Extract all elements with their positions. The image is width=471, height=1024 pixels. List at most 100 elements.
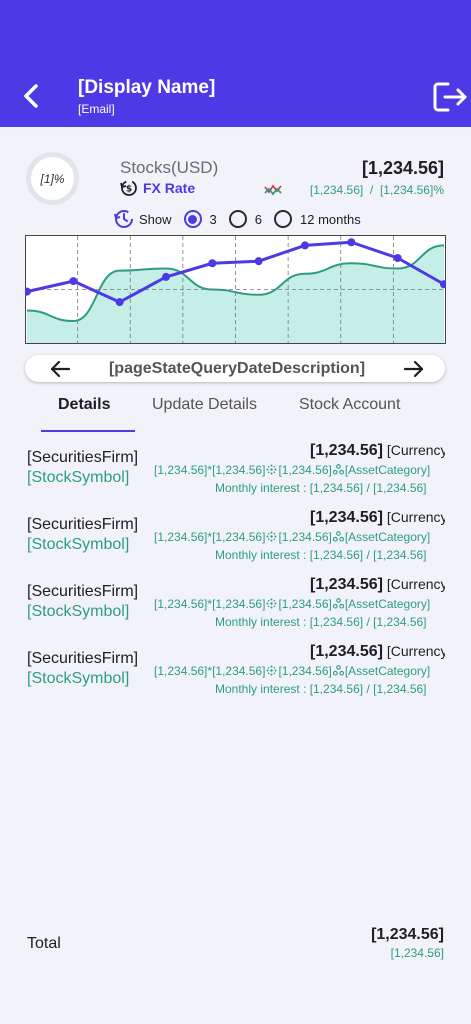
arrow-left-icon[interactable] [49, 360, 71, 378]
holding-qty: [1,234.56] [154, 664, 208, 678]
series-1-point [440, 280, 446, 289]
holding-price: [1,234.56] [212, 530, 266, 544]
detail-line: [1,234.56]*[1,234.56] [1,234.56] [AssetCat… [154, 597, 445, 611]
holding-row[interactable]: [SecuritiesFirm] [StockSymbol] [1,234.56] … [0, 641, 471, 703]
detail-line: [1,234.56]*[1,234.56] [1,234.56] [AssetCat… [154, 530, 445, 544]
interest-a: [1,234.56] [309, 481, 364, 495]
show-label: Show [139, 211, 172, 227]
option-3-label: 3 [209, 211, 217, 227]
holding-amount: [1,234.56] [310, 643, 383, 660]
radio-12-months[interactable] [274, 210, 292, 228]
tab-details[interactable]: Details [58, 396, 111, 413]
asset-category: [AssetCategory] [344, 597, 431, 611]
holding-cost: [1,234.56] [278, 530, 332, 544]
asset-category: [AssetCategory] [344, 664, 431, 678]
holding-currency: [Currency] [386, 442, 445, 458]
amount-line: [1,234.56] [Currency] [300, 576, 445, 594]
holding-qty: [1,234.56] [154, 530, 208, 544]
holding-price: [1,234.56] [212, 463, 266, 477]
arrow-right-icon[interactable] [403, 360, 425, 378]
interest-line: Monthly interest : [1,234.56] / [1,234.5… [215, 682, 445, 696]
user-email: [Email] [78, 102, 115, 116]
amount-line: [1,234.56] [Currency] [300, 643, 445, 661]
display-name: [Display Name] [78, 77, 216, 98]
securities-firm: [SecuritiesFirm] [27, 583, 139, 600]
holding-cost: [1,234.56] [278, 664, 332, 678]
stocks-title: Stocks(USD) [120, 158, 219, 177]
interest-label: Monthly interest : [215, 481, 307, 495]
logout-icon[interactable] [432, 80, 468, 114]
app-header: [Display Name] [Email] [0, 0, 471, 127]
times-sign: * [207, 664, 213, 678]
series-1-point [301, 241, 309, 250]
stock-symbol: [StockSymbol] [27, 469, 130, 486]
times-sign: * [207, 597, 213, 611]
total-sum: [1,234.56] [371, 926, 444, 943]
currency-exchange-icon[interactable]: $ [119, 178, 139, 198]
interest-a: [1,234.56] [309, 548, 364, 562]
stocks-total-value: [1,234.56] [361, 158, 444, 178]
holding-currency: [Currency] [386, 509, 445, 525]
holding-qty: [1,234.56] [154, 463, 208, 477]
times-sign: * [207, 530, 213, 544]
category-icon [332, 531, 344, 542]
grid-dots-icon [266, 531, 277, 542]
grid-dots-icon [266, 665, 277, 676]
series-1-point [393, 254, 402, 262]
interest-b: [1,234.56] [373, 548, 427, 562]
grid-dots-icon [266, 598, 277, 609]
interest-line: Monthly interest : [1,234.56] / [1,234.5… [215, 548, 445, 562]
chevron-left-icon[interactable] [16, 80, 48, 112]
radio-3-months[interactable] [183, 210, 202, 228]
holding-amount: [1,234.56] [310, 442, 383, 459]
series-1-point [347, 238, 356, 247]
fx-rate-link[interactable]: FX Rate [143, 180, 196, 196]
tab-update-details[interactable]: Update Details [152, 396, 257, 413]
holding-currency: [Currency] [386, 643, 445, 659]
holding-cost: [1,234.56] [278, 463, 332, 477]
interest-label: Monthly interest : [215, 615, 307, 629]
series-2-line [26, 244, 445, 323]
series-1-line [26, 240, 445, 304]
asset-category: [AssetCategory] [344, 463, 431, 477]
stock-chart [25, 235, 446, 344]
series-1-point [69, 277, 78, 286]
grid-dots-icon [266, 464, 277, 475]
securities-firm: [SecuritiesFirm] [27, 449, 139, 466]
interest-separator: / [366, 682, 370, 696]
svg-text:$: $ [126, 185, 132, 195]
series-1-point [25, 287, 31, 296]
detail-line: [1,234.56]*[1,234.56] [1,234.56] [AssetCat… [154, 463, 445, 477]
interest-label: Monthly interest : [215, 548, 307, 562]
series-1-point [115, 298, 124, 307]
securities-firm: [SecuritiesFirm] [27, 650, 139, 667]
holding-price: [1,234.56] [212, 664, 266, 678]
ratio-ring: [1]% [26, 152, 79, 205]
interest-b: [1,234.56] [373, 481, 427, 495]
interest-label: Monthly interest : [215, 682, 307, 696]
rate-a: [1,234.56] [309, 183, 364, 197]
interest-b: [1,234.56] [373, 682, 427, 696]
rate-b: [1,234.56]% [379, 183, 444, 197]
ratio-label: [1]% [40, 171, 65, 186]
times-sign: * [207, 463, 213, 477]
category-icon [332, 464, 344, 475]
interest-line: Monthly interest : [1,234.56] / [1,234.5… [215, 615, 445, 629]
stock-symbol: [StockSymbol] [27, 670, 130, 687]
period-selector: Show 3 6 12 months [113, 207, 361, 231]
interest-separator: / [366, 481, 370, 495]
holding-row[interactable]: [SecuritiesFirm] [StockSymbol] [1,234.56] … [0, 574, 471, 636]
stock-symbol: [StockSymbol] [27, 603, 130, 620]
tab-stock-account[interactable]: Stock Account [299, 396, 401, 413]
holding-row[interactable]: [SecuritiesFirm] [StockSymbol] [1,234.56] … [0, 440, 471, 502]
date-description: [pageStateQueryDateDescription] [108, 359, 366, 377]
interest-a: [1,234.56] [309, 615, 364, 629]
holding-amount: [1,234.56] [310, 576, 383, 593]
interest-separator: / [366, 548, 370, 562]
holding-currency: [Currency] [386, 576, 445, 592]
radio-6-months[interactable] [228, 210, 247, 228]
option-6-label: 6 [254, 211, 262, 227]
interest-a: [1,234.56] [309, 682, 364, 696]
holding-row[interactable]: [SecuritiesFirm] [StockSymbol] [1,234.56] … [0, 507, 471, 569]
total-sub-value: [1,234.56] [390, 946, 444, 960]
